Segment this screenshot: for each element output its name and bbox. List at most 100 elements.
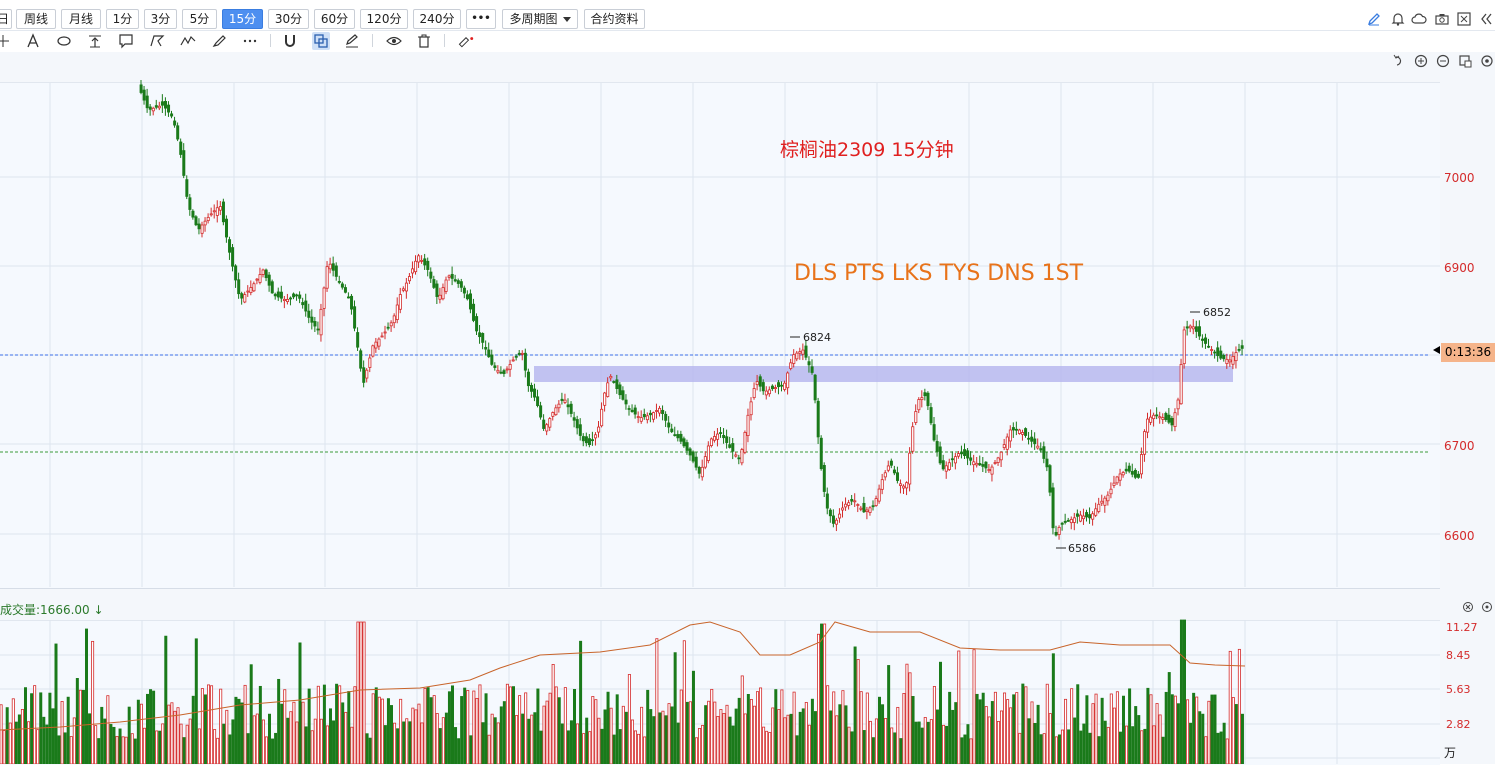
- candle: [1115, 475, 1119, 486]
- volume-bar: [1112, 707, 1116, 764]
- volume-bar: [603, 709, 607, 764]
- volume-bar: [1183, 619, 1187, 764]
- candle: [197, 218, 201, 235]
- candle-body: [719, 432, 723, 434]
- arrow-up-line-icon[interactable]: [86, 32, 104, 50]
- candle: [804, 339, 808, 361]
- candle-body: [868, 507, 872, 513]
- period-15min-button[interactable]: 15分: [222, 9, 263, 29]
- crosshair-icon[interactable]: [0, 32, 12, 50]
- volume-panel-controls: [1463, 602, 1492, 612]
- layout-icon[interactable]: [1459, 55, 1472, 68]
- ruler-alert-icon[interactable]: [457, 32, 475, 50]
- candle-body: [359, 350, 363, 369]
- candle-body: [1158, 416, 1162, 419]
- candle: [1033, 432, 1037, 450]
- zoom-in-icon[interactable]: [1414, 54, 1428, 68]
- candle: [953, 452, 957, 470]
- candle-body: [353, 306, 357, 329]
- close-panel-icon[interactable]: [1456, 11, 1472, 27]
- candle: [896, 466, 900, 484]
- candle-body: [1036, 445, 1040, 449]
- candle: [587, 433, 591, 448]
- magnet-icon[interactable]: [281, 32, 299, 50]
- volume-bar: [243, 684, 247, 764]
- volume-value: 1666.00: [40, 603, 90, 617]
- collapse-icon[interactable]: [1478, 11, 1494, 27]
- volume-bar: [109, 724, 113, 764]
- candle: [1109, 482, 1113, 499]
- candle: [667, 416, 671, 434]
- volume-bar: [505, 683, 509, 764]
- period-day-button[interactable]: 日: [0, 9, 12, 29]
- period-5min-button[interactable]: 5分: [182, 9, 217, 29]
- candle-body: [633, 407, 637, 415]
- candle: [264, 268, 268, 282]
- period-240min-button[interactable]: 240分: [413, 9, 461, 29]
- comment-icon[interactable]: [117, 32, 135, 50]
- candle-body: [407, 276, 411, 282]
- volume-bar: [377, 696, 381, 764]
- candle-body: [548, 418, 552, 428]
- period-120min-button[interactable]: 120分: [360, 9, 408, 29]
- contract-info-button[interactable]: 合约资料: [584, 9, 645, 29]
- volume-bar: [1164, 691, 1168, 764]
- volume-bar: [194, 638, 198, 764]
- volume-bar: [94, 725, 98, 764]
- brush-icon[interactable]: [210, 32, 228, 50]
- volume-bar: [1054, 736, 1058, 764]
- candle: [917, 397, 921, 414]
- volume-bar: [127, 706, 131, 764]
- cloud-icon[interactable]: [1411, 11, 1427, 27]
- ellipse-tool-icon[interactable]: [55, 32, 73, 50]
- candle: [511, 356, 515, 362]
- period-week-button[interactable]: 周线: [16, 9, 56, 29]
- period-3min-button[interactable]: 3分: [144, 9, 177, 29]
- candle-body: [212, 210, 216, 213]
- trend-wave-icon[interactable]: [179, 32, 197, 50]
- volume-bar: [182, 737, 186, 764]
- volume-bar: [563, 687, 567, 764]
- volume-bar: [499, 706, 503, 764]
- settings-icon[interactable]: [1481, 55, 1493, 67]
- candle-body: [978, 463, 982, 466]
- candle-body: [484, 347, 488, 350]
- undo-icon[interactable]: [1393, 54, 1402, 66]
- period-60min-button[interactable]: 60分: [314, 9, 355, 29]
- period-1min-button[interactable]: 1分: [106, 9, 139, 29]
- zoom-out-icon[interactable]: [1436, 54, 1450, 68]
- polyline-tool-icon[interactable]: [148, 32, 166, 50]
- text-tool-icon[interactable]: [24, 32, 42, 50]
- candle: [1048, 464, 1052, 497]
- more-periods-button[interactable]: •••: [466, 9, 496, 29]
- more-tools-icon[interactable]: [241, 32, 259, 50]
- bell-icon[interactable]: [1390, 11, 1406, 27]
- volume-bar: [868, 720, 872, 764]
- pencil-icon[interactable]: [1366, 11, 1382, 27]
- candle-body: [1179, 364, 1183, 405]
- multi-period-dropdown[interactable]: 多周期图: [502, 9, 578, 29]
- candle: [1161, 413, 1165, 424]
- period-month-button[interactable]: 月线: [61, 9, 101, 29]
- edit-style-icon[interactable]: [343, 32, 361, 50]
- eye-icon[interactable]: [385, 32, 403, 50]
- candle-body: [505, 368, 509, 371]
- close-indicator-icon[interactable]: [1463, 602, 1473, 612]
- candle: [258, 267, 262, 285]
- candle: [603, 391, 607, 412]
- candle-body: [533, 388, 537, 398]
- layers-icon[interactable]: [312, 32, 330, 50]
- trash-icon[interactable]: [415, 32, 433, 50]
- candle: [1079, 510, 1083, 523]
- candle-body: [496, 369, 500, 373]
- camera-icon[interactable]: [1434, 11, 1450, 27]
- candle-body: [801, 349, 805, 355]
- volume-bar: [871, 737, 875, 764]
- candle: [520, 350, 524, 361]
- candle: [334, 262, 338, 281]
- candle-body: [877, 488, 881, 502]
- volume-bar: [139, 703, 143, 764]
- indicator-settings-icon[interactable]: [1482, 602, 1492, 612]
- period-30min-button[interactable]: 30分: [268, 9, 309, 29]
- volume-bar: [560, 723, 564, 764]
